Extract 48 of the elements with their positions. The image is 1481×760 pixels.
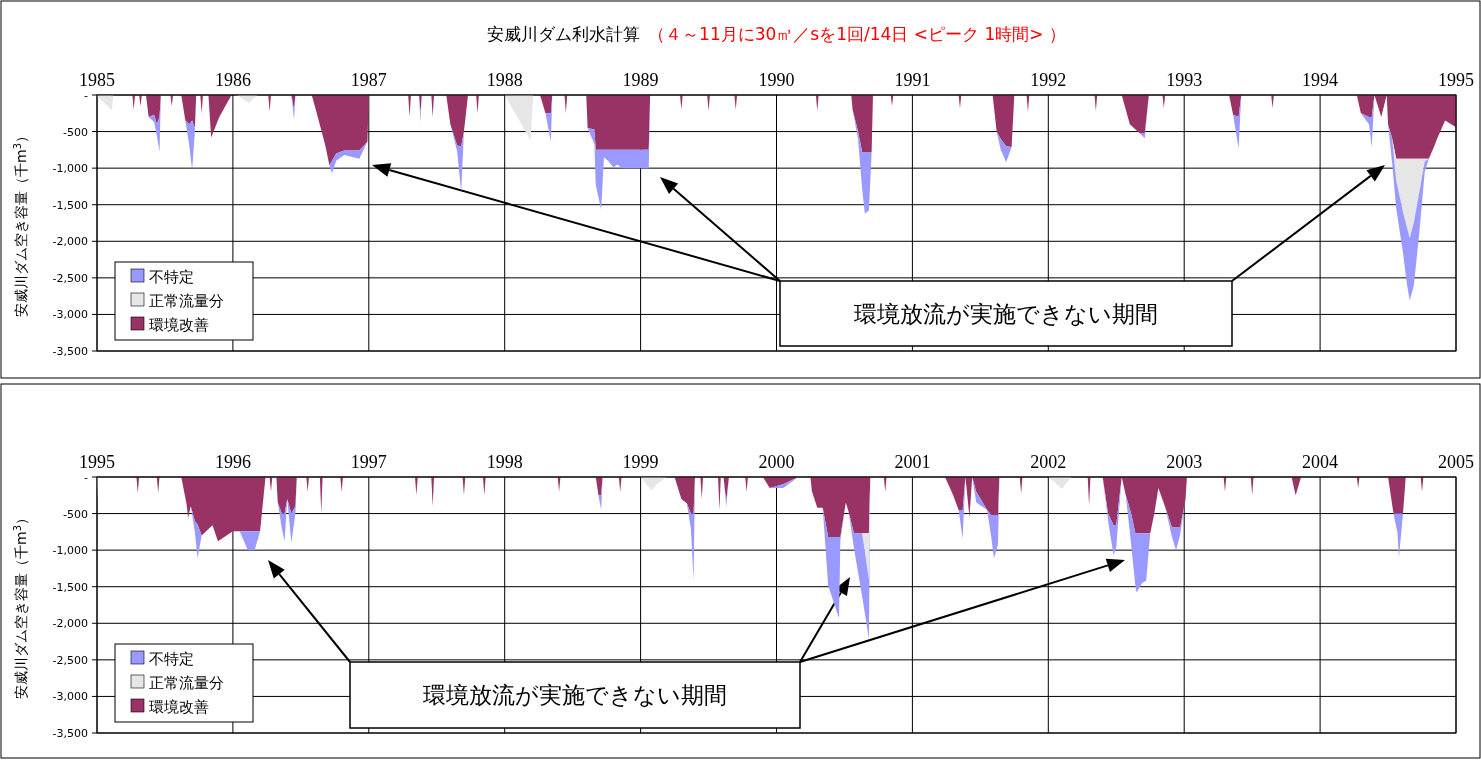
y-tick-label: -1,500 xyxy=(52,580,88,594)
x-tick-label: 2005 xyxy=(1438,452,1474,472)
x-tick-label: 2002 xyxy=(1030,452,1067,472)
legend-label: 環境改善 xyxy=(149,316,209,334)
annotation: 環境放流が実施できない期間 xyxy=(854,300,1158,327)
y-tick-label: -3,000 xyxy=(52,690,88,704)
x-tick-label: 2001 xyxy=(894,452,931,472)
chart-title: 安威川ダム利水計算 xyxy=(487,24,641,44)
annotation: 環境放流が実施できない期間 xyxy=(423,682,727,708)
chart-subtitle: （４～11月に30㎥／sを1回/14日 <ピーク 1時間> ） xyxy=(648,24,1066,44)
x-tick-label: 1988 xyxy=(486,70,523,90)
x-tick-label: 1987 xyxy=(350,70,387,90)
legend-label: 正常流量分 xyxy=(149,674,224,692)
legend-label: 不特定 xyxy=(149,268,194,286)
x-tick-label: 1985 xyxy=(79,70,115,90)
y-tick-label: -3,000 xyxy=(52,308,88,322)
x-tick-label: 1997 xyxy=(350,452,387,472)
x-tick-label: 1999 xyxy=(622,452,659,472)
x-tick-label: 1992 xyxy=(1030,70,1067,90)
x-tick-label: 2004 xyxy=(1302,452,1339,472)
legend-label: 不特定 xyxy=(149,650,194,668)
y-tick-label: - xyxy=(84,89,89,102)
x-tick-label: 1991 xyxy=(894,70,931,90)
y-tick-label: -1,500 xyxy=(52,198,88,212)
x-tick-label: 1996 xyxy=(214,452,251,472)
legend-label: 環境改善 xyxy=(149,698,209,716)
y-tick-label: -500 xyxy=(63,125,88,139)
y-tick-label: -2,000 xyxy=(52,235,88,249)
x-tick-label: 1989 xyxy=(622,70,659,90)
x-tick-label: 1994 xyxy=(1302,70,1339,90)
x-tick-label: 2003 xyxy=(1166,452,1203,472)
y-tick-label: -2,500 xyxy=(52,653,88,667)
x-tick-label: 1995 xyxy=(1438,70,1474,90)
y-tick-label: -3,500 xyxy=(52,345,88,358)
y-tick-label: -2,000 xyxy=(52,617,88,631)
x-tick-label: 1986 xyxy=(214,70,251,90)
legend-label: 正常流量分 xyxy=(149,292,224,310)
y-tick-label: -1,000 xyxy=(52,544,88,558)
y-tick-label: -500 xyxy=(63,507,88,521)
x-tick-label: 1990 xyxy=(758,70,795,90)
y-tick-label: -2,500 xyxy=(52,271,88,285)
x-tick-label: 1998 xyxy=(486,452,523,472)
x-tick-label: 1993 xyxy=(1166,70,1203,90)
x-tick-label: 2000 xyxy=(758,452,795,472)
x-tick-label: 1995 xyxy=(79,452,115,472)
y-tick-label: - xyxy=(84,471,89,484)
y-tick-label: -1,000 xyxy=(52,162,88,176)
y-tick-label: -3,500 xyxy=(52,727,88,740)
